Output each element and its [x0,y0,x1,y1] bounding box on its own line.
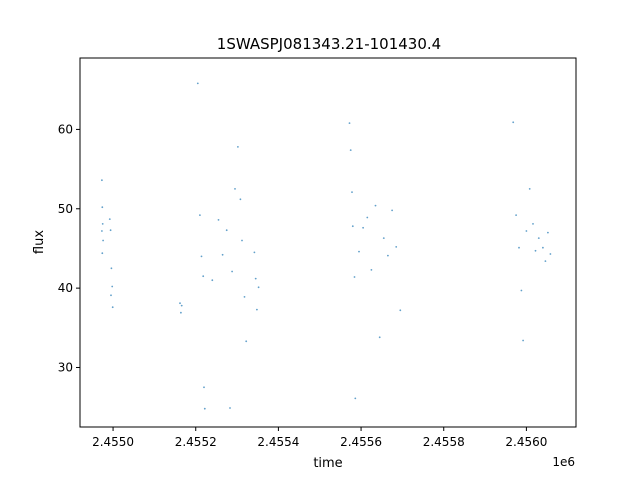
data-point [101,206,104,209]
data-point [217,219,220,221]
x-tick-label: 2.4554 [257,435,299,449]
data-point [547,231,549,234]
data-point [544,260,547,262]
y-tick-label: 40 [58,281,73,295]
data-point [180,311,182,314]
data-point [382,237,385,240]
data-point [518,246,520,249]
data-point [528,188,531,190]
data-point [101,223,104,225]
data-point [254,277,257,280]
data-point [348,122,351,124]
y-tick-label: 30 [58,360,73,374]
data-point [256,308,258,311]
data-point [110,267,113,270]
data-point [102,239,104,242]
data-point [549,253,552,255]
data-point [525,230,528,232]
data-point [542,246,544,249]
data-point [366,216,369,219]
data-point [243,296,246,298]
data-point [199,214,201,217]
y-tick-label: 60 [58,122,73,136]
data-point [378,336,381,339]
data-point [203,407,206,410]
data-point [211,279,214,282]
y-axis-ticks: 30 40 50 60 [58,122,80,374]
data-point [520,289,523,292]
x-tick-label: 2.4558 [423,435,465,449]
data-point [237,146,239,148]
data-point [512,121,515,124]
data-point [111,285,114,288]
data-point [353,276,356,278]
data-point [225,229,228,232]
data-point [229,407,231,409]
plot-frame [79,57,577,428]
data-point [196,82,199,85]
data-point [358,250,360,253]
data-point [349,149,352,152]
x-axis-ticks: 2.4550 2.4552 2.4554 2.4556 2.4558 2.4560 [92,427,547,449]
data-point [101,252,104,255]
data-point [200,255,203,258]
data-point [351,225,354,228]
data-points [101,82,552,410]
data-point [239,198,242,201]
data-point [354,397,357,400]
x-axis-offset-label: 1e6 [552,455,575,469]
data-point [362,226,364,229]
data-point [391,209,393,212]
data-point [202,275,205,278]
x-tick-label: 2.4550 [92,435,134,449]
data-point [180,304,183,307]
y-tick-label: 50 [58,202,73,216]
data-point [522,339,524,342]
data-point [108,218,111,221]
data-point [257,286,260,289]
data-point [370,269,373,271]
data-point [179,302,181,305]
data-point [253,251,256,254]
data-point [110,294,112,297]
data-point [109,229,112,232]
data-point [245,340,248,343]
data-point [532,223,534,225]
data-point [395,246,398,248]
data-point [241,239,243,242]
x-tick-label: 2.4552 [175,435,217,449]
y-axis-label: flux [32,230,47,254]
data-point [101,179,103,182]
x-tick-label: 2.4556 [340,435,382,449]
chart-title: 1SWASPJ081343.21-101430.4 [217,35,441,53]
data-point [203,386,205,389]
data-point [515,214,517,217]
x-axis-label: time [313,456,342,471]
x-tick-label: 2.4560 [505,435,547,449]
data-point [221,253,224,256]
data-point [111,306,114,309]
data-point [534,249,537,252]
data-point [387,254,389,257]
data-point [231,270,234,273]
data-point [234,188,236,190]
data-point [399,309,402,312]
data-point [374,204,377,207]
data-point [101,230,103,232]
data-point [351,191,353,194]
data-point [537,237,540,240]
